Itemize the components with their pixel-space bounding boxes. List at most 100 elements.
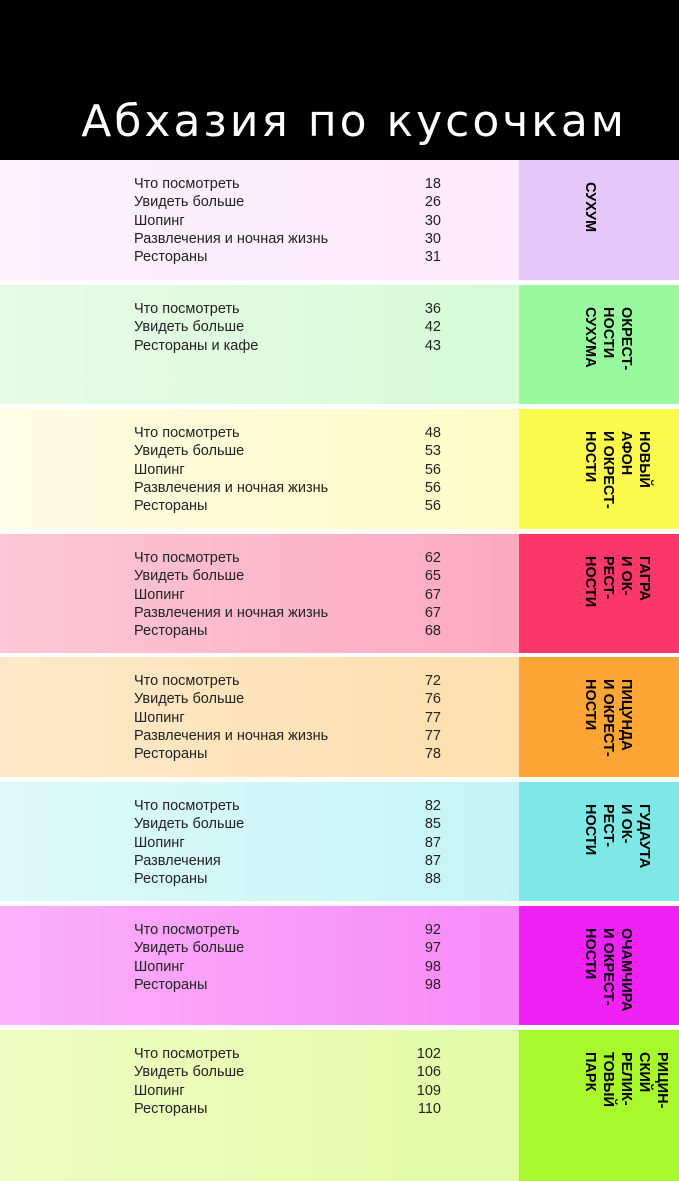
entry-page-number: 88 <box>424 871 441 888</box>
section-content-panel: Что посмотреть 72 Увидеть больше 76 Шопинг 77… <box>0 657 519 777</box>
entry-page-number: 67 <box>424 586 441 603</box>
entry-page-number: 30 <box>424 212 441 229</box>
entry-label: Развлечения <box>134 852 221 869</box>
entry-label: Увидеть больше <box>134 319 245 336</box>
entry-page-number: 78 <box>424 746 441 763</box>
entry-label: Увидеть больше <box>134 816 245 833</box>
toc-entry[interactable]: Что посмотреть 102 <box>134 1045 444 1063</box>
entry-page-number: 87 <box>424 852 441 869</box>
entry-label: Развлечения и ночная жизнь <box>134 604 329 621</box>
entry-list: Что посмотреть 48 Увидеть больше 53 Шопинг 56… <box>134 424 444 515</box>
section: Что посмотреть 36 Увидеть больше 42 Ресторан… <box>0 285 679 404</box>
toc-entry[interactable]: Увидеть больше 76 <box>134 690 444 708</box>
toc-entry[interactable]: Рестораны 98 <box>134 976 444 994</box>
entry-label: Рестораны <box>134 1100 208 1117</box>
section: Что посмотреть 72 Увидеть больше 76 Шопинг 77… <box>0 657 679 777</box>
toc-entry[interactable]: Развлечения 87 <box>134 852 444 870</box>
section-tab[interactable]: ГУДАУТА И ОК- РЕСТ- НОСТИ <box>519 782 679 901</box>
toc-entry[interactable]: Увидеть больше 53 <box>134 442 444 460</box>
entry-page-number: 56 <box>424 461 441 478</box>
toc-entry[interactable]: Шопинг 67 <box>134 586 444 604</box>
toc-entry[interactable]: Шопинг 109 <box>134 1082 444 1100</box>
entry-label: Шопинг <box>134 586 185 603</box>
entry-label: Шопинг <box>134 212 185 229</box>
toc-entry[interactable]: Увидеть больше 97 <box>134 939 444 957</box>
toc-entry[interactable]: Рестораны 78 <box>134 745 444 763</box>
section: Что посмотреть 48 Увидеть больше 53 Шопинг 56… <box>0 409 679 529</box>
entry-page-number: 77 <box>424 709 441 726</box>
entry-label: Рестораны <box>134 623 208 640</box>
section-tab[interactable]: ПИЦУНДА И ОКРЕСТ- НОСТИ <box>519 657 679 777</box>
section-tab-label: НОВЫЙ АФОН И ОКРЕСТ- НОСТИ <box>582 431 652 509</box>
section: Что посмотреть 62 Увидеть больше 65 Шопинг 67… <box>0 534 679 653</box>
section-content-panel: Что посмотреть 82 Увидеть больше 85 Шопинг 87… <box>0 782 519 901</box>
toc-entry[interactable]: Увидеть больше 65 <box>134 567 444 585</box>
entry-label: Что посмотреть <box>134 798 240 814</box>
entry-label: Увидеть больше <box>134 568 245 585</box>
section-tab[interactable]: ОКРЕСТ- НОСТИ СУХУМА <box>519 285 679 404</box>
section-tab[interactable]: СУХУМ <box>519 160 679 280</box>
toc-entry[interactable]: Что посмотреть 92 <box>134 921 444 939</box>
entry-page-number: 26 <box>424 194 441 211</box>
toc-entry[interactable]: Что посмотреть 48 <box>134 424 444 442</box>
toc-entry[interactable]: Увидеть больше 106 <box>134 1063 444 1081</box>
toc-entry[interactable]: Развлечения и ночная жизнь 30 <box>134 230 444 248</box>
toc-entry[interactable]: Рестораны 110 <box>134 1100 444 1118</box>
entry-label: Что посмотреть <box>134 1046 240 1062</box>
section-tab[interactable]: ОЧАМЧИРА И ОКРЕСТ- НОСТИ <box>519 906 679 1025</box>
toc-entry[interactable]: Шопинг 98 <box>134 958 444 976</box>
section-content-panel: Что посмотреть 102 Увидеть больше 106 Шопинг… <box>0 1030 519 1181</box>
entry-page-number: 18 <box>424 176 441 192</box>
header-bar: Абхазия по кусочкам <box>0 0 679 160</box>
entry-label: Увидеть больше <box>134 1064 245 1081</box>
entry-list: Что посмотреть 62 Увидеть больше 65 Шопинг 67… <box>134 549 444 640</box>
entry-label: Рестораны <box>134 976 208 993</box>
toc-entry[interactable]: Шопинг 87 <box>134 834 444 852</box>
section-tab-label: РИЦИН- СКИЙ РЕЛИК- ТОВЫЙ ПАРК <box>582 1052 670 1109</box>
toc-entry[interactable]: Шопинг 77 <box>134 709 444 727</box>
entry-page-number: 62 <box>424 550 441 566</box>
toc-entry[interactable]: Что посмотреть 82 <box>134 797 444 815</box>
toc-entry[interactable]: Рестораны 88 <box>134 870 444 888</box>
section-tab-label: ОКРЕСТ- НОСТИ СУХУМА <box>582 307 634 371</box>
toc-entry[interactable]: Что посмотреть 36 <box>134 300 444 318</box>
entry-page-number: 87 <box>424 834 441 851</box>
entry-list: Что посмотреть 82 Увидеть больше 85 Шопинг 87… <box>134 797 444 888</box>
toc-entry[interactable]: Развлечения и ночная жизнь 67 <box>134 604 444 622</box>
entry-label: Увидеть больше <box>134 194 245 211</box>
entry-page-number: 97 <box>424 940 441 957</box>
entry-list: Что посмотреть 36 Увидеть больше 42 Ресторан… <box>134 300 444 355</box>
entry-page-number: 42 <box>424 319 441 336</box>
section-content-panel: Что посмотреть 62 Увидеть больше 65 Шопинг 67… <box>0 534 519 653</box>
toc-entry[interactable]: Что посмотреть 72 <box>134 672 444 690</box>
entry-label: Развлечения и ночная жизнь <box>134 479 329 496</box>
section-tab-label: ГУДАУТА И ОК- РЕСТ- НОСТИ <box>582 804 652 869</box>
toc-entry[interactable]: Увидеть больше 85 <box>134 815 444 833</box>
section-tab[interactable]: ГАГРА И ОК- РЕСТ- НОСТИ <box>519 534 679 653</box>
toc-entry[interactable]: Увидеть больше 42 <box>134 318 444 336</box>
toc-entry[interactable]: Развлечения и ночная жизнь 56 <box>134 479 444 497</box>
section: Что посмотреть 102 Увидеть больше 106 Шопинг… <box>0 1030 679 1181</box>
section-tab[interactable]: НОВЫЙ АФОН И ОКРЕСТ- НОСТИ <box>519 409 679 529</box>
toc-entry[interactable]: Рестораны и кафе 43 <box>134 337 444 355</box>
toc-entry[interactable]: Увидеть больше 26 <box>134 193 444 211</box>
entry-label: Увидеть больше <box>134 443 245 460</box>
section-content-panel: Что посмотреть 48 Увидеть больше 53 Шопинг 56… <box>0 409 519 529</box>
entry-label: Рестораны <box>134 871 208 888</box>
toc-entry[interactable]: Что посмотреть 62 <box>134 549 444 567</box>
section-tab[interactable]: РИЦИН- СКИЙ РЕЛИК- ТОВЫЙ ПАРК <box>519 1030 679 1181</box>
entry-list: Что посмотреть 92 Увидеть больше 97 Шопинг 98… <box>134 921 444 994</box>
toc-entry[interactable]: Что посмотреть 18 <box>134 175 444 193</box>
entry-page-number: 53 <box>424 443 441 460</box>
toc-entry[interactable]: Шопинг 30 <box>134 212 444 230</box>
entry-page-number: 68 <box>424 623 441 640</box>
toc-entry[interactable]: Рестораны 31 <box>134 248 444 266</box>
toc-entry[interactable]: Рестораны 68 <box>134 622 444 640</box>
entry-label: Рестораны <box>134 498 208 515</box>
section-tab-label: ОЧАМЧИРА И ОКРЕСТ- НОСТИ <box>582 928 634 1012</box>
toc-entry[interactable]: Рестораны 56 <box>134 497 444 515</box>
toc-entry[interactable]: Шопинг 56 <box>134 461 444 479</box>
toc-entry[interactable]: Развлечения и ночная жизнь 77 <box>134 727 444 745</box>
entry-label: Увидеть больше <box>134 691 245 708</box>
section-tab-label: ПИЦУНДА И ОКРЕСТ- НОСТИ <box>582 679 634 757</box>
